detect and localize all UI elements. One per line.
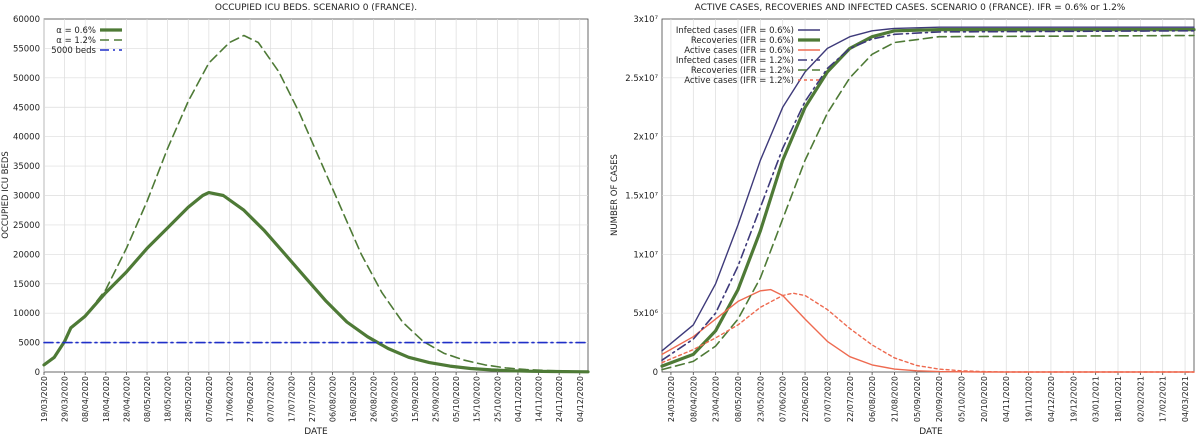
x-tick-label: 21/08/2020: [890, 376, 899, 422]
series-line-1: [42, 191, 590, 374]
x-axis-label: DATE: [919, 427, 943, 437]
x-tick-label: 05/10/2020: [452, 376, 461, 422]
x-tick-label: 18/05/2020: [164, 376, 173, 422]
x-tick-label: 18/01/2021: [1114, 376, 1123, 422]
x-tick-label: 04/12/2020: [1047, 376, 1056, 422]
y-tick-label: 50000: [13, 74, 40, 84]
x-tick-label: 04/03/2021: [1181, 376, 1190, 422]
y-tick-label: 5x10⁶: [633, 309, 658, 319]
y-tick-label: 10000: [13, 309, 40, 319]
y-tick-label: 60000: [13, 15, 40, 25]
series-line-3: [661, 288, 1195, 373]
x-tick-label: 03/01/2021: [1092, 376, 1101, 422]
series-line-2: [660, 28, 1196, 368]
x-tick-label: 07/07/2020: [267, 376, 276, 422]
legend-label: Active cases (IFR = 1.2%): [684, 76, 794, 86]
y-tick-label: 1x10⁷: [633, 250, 658, 260]
x-tick-label: 20/10/2020: [980, 376, 989, 422]
x-tick-label: 05/09/2020: [390, 376, 399, 422]
chart-title: ACTIVE CASES, RECOVERIES AND INFECTED CA…: [695, 3, 1126, 13]
x-tick-label: 23/04/2020: [712, 376, 721, 422]
x-tick-label: 14/11/2020: [535, 376, 544, 422]
series-line-6: [661, 292, 1195, 373]
x-tick-label: 15/10/2020: [473, 376, 482, 422]
x-tick-label: 19/03/2020: [40, 376, 49, 422]
legend-label: Active cases (IFR = 0.6%): [684, 46, 794, 56]
x-tick-label: 22/06/2020: [801, 376, 810, 422]
x-tick-label: 08/04/2020: [689, 376, 698, 422]
x-tick-label: 04/11/2020: [1002, 376, 1011, 422]
x-tick-label: 22/07/2020: [846, 376, 855, 422]
x-tick-label: 08/05/2020: [143, 376, 152, 422]
legend-label: Recoveries (IFR = 0.6%): [691, 36, 794, 46]
x-tick-label: 07/06/2020: [205, 376, 214, 422]
x-tick-label: 20/09/2020: [935, 376, 944, 422]
y-tick-label: 0: [653, 368, 658, 378]
y-tick-label: 45000: [13, 103, 40, 113]
x-tick-label: 27/06/2020: [246, 376, 255, 422]
x-tick-label: 08/04/2020: [81, 376, 90, 422]
x-tick-label: 06/08/2020: [328, 376, 337, 422]
series-line-5: [661, 34, 1195, 371]
x-tick-label: 04/12/2020: [576, 376, 585, 422]
x-tick-label: 07/07/2020: [823, 376, 832, 422]
y-axis-label: NUMBER OF CASES: [610, 154, 620, 236]
x-tick-label: 25/09/2020: [432, 376, 441, 422]
y-tick-label: 35000: [13, 162, 40, 172]
x-tick-label: 05/10/2020: [958, 376, 967, 422]
legend-label: Infected cases (IFR = 0.6%): [676, 26, 794, 36]
x-tick-label: 02/02/2021: [1136, 376, 1145, 422]
x-tick-label: 27/07/2020: [308, 376, 317, 422]
y-tick-label: 25000: [13, 221, 40, 231]
series-line-1: [661, 26, 1195, 352]
y-tick-label: 2.5x10⁷: [625, 74, 658, 84]
x-tick-label: 04/11/2020: [514, 376, 523, 422]
x-tick-label: 18/04/2020: [102, 376, 111, 422]
y-tick-label: 20000: [13, 250, 40, 260]
x-tick-label: 07/06/2020: [779, 376, 788, 422]
legend-label: Recoveries (IFR = 1.2%): [691, 66, 794, 76]
x-tick-label: 05/09/2020: [913, 376, 922, 422]
x-tick-label: 29/03/2020: [61, 376, 70, 422]
series-line-4: [661, 30, 1195, 361]
legend-label: α = 1.2%: [56, 36, 96, 46]
series-line-2: [43, 34, 589, 373]
x-tick-label: 08/05/2020: [734, 376, 743, 422]
y-axis-label: OCCUPIED ICU BEDS: [1, 151, 11, 239]
x-tick-label: 28/04/2020: [122, 376, 131, 422]
y-tick-label: 3x10⁷: [633, 15, 658, 25]
x-tick-label: 23/05/2020: [756, 376, 765, 422]
legend-label: α = 0.6%: [56, 26, 96, 36]
x-tick-label: 25/10/2020: [493, 376, 502, 422]
cases-chart: ACTIVE CASES, RECOVERIES AND INFECTED CA…: [610, 3, 1196, 437]
x-tick-label: 19/11/2020: [1025, 376, 1034, 422]
x-tick-label: 26/08/2020: [370, 376, 379, 422]
y-tick-label: 0: [35, 368, 40, 378]
x-tick-label: 19/12/2020: [1069, 376, 1078, 422]
y-tick-label: 15000: [13, 280, 40, 290]
y-tick-label: 30000: [13, 192, 40, 202]
x-tick-label: 17/06/2020: [225, 376, 234, 422]
x-tick-label: 06/08/2020: [868, 376, 877, 422]
legend-label: Infected cases (IFR = 1.2%): [676, 56, 794, 66]
y-tick-label: 55000: [13, 44, 40, 54]
y-tick-label: 2x10⁷: [633, 133, 658, 143]
y-tick-label: 5000: [18, 339, 40, 349]
x-tick-label: 17/02/2021: [1159, 376, 1168, 422]
chart-title: OCCUPIED ICU BEDS. SCENARIO 0 (FRANCE).: [215, 3, 417, 13]
x-axis-label: DATE: [304, 427, 328, 437]
legend-label: 5000 beds: [51, 46, 96, 56]
x-tick-label: 15/09/2020: [411, 376, 420, 422]
y-tick-label: 40000: [13, 133, 40, 143]
x-tick-label: 24/03/2020: [667, 376, 676, 422]
y-tick-label: 1.5x10⁷: [625, 192, 658, 202]
x-tick-label: 17/07/2020: [287, 376, 296, 422]
x-tick-label: 24/11/2020: [555, 376, 564, 422]
icu-beds-chart: OCCUPIED ICU BEDS. SCENARIO 0 (FRANCE). …: [1, 3, 590, 437]
x-tick-label: 16/08/2020: [349, 376, 358, 422]
x-tick-label: 28/05/2020: [184, 376, 193, 422]
